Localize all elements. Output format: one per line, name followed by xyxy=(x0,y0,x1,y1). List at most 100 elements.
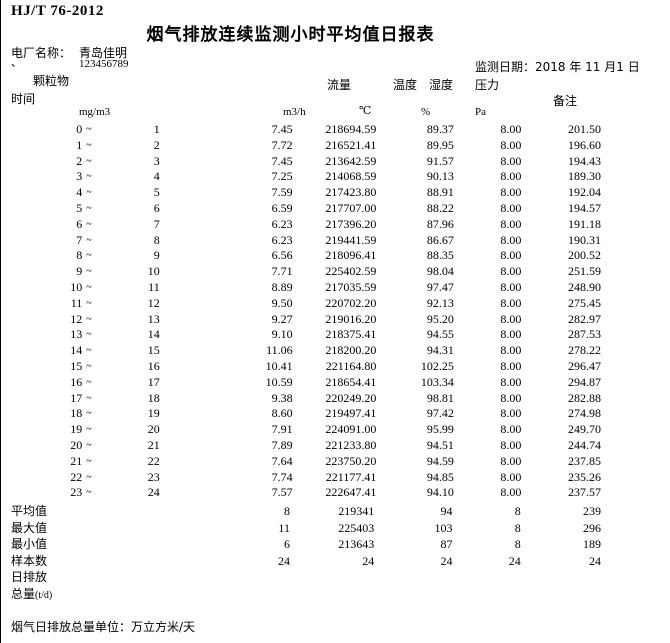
table-row: 23 ~24 7.57 222647.41 94.10 8.00 237.57 xyxy=(1,485,601,501)
summary-concentration xyxy=(172,586,290,605)
cell-humidity: 8.00 xyxy=(500,358,522,373)
unit-concentration: mg/m3 xyxy=(79,106,111,118)
cell-pressure: 275.45 xyxy=(568,295,601,310)
summary-row: 最小值 6 213643 87 8 189 xyxy=(1,536,601,553)
hour-end: 13 xyxy=(147,311,160,326)
hour-end: 4 xyxy=(153,169,160,184)
hour-start: 19 xyxy=(70,422,83,437)
cell-temperature: 98.81 xyxy=(426,390,454,405)
hour-start: 8 xyxy=(76,248,83,263)
plant-code-value: 123456789 xyxy=(79,58,129,70)
plant-name-label: 电厂名称： xyxy=(11,46,72,60)
table-row: 22 ~23 7.74 221177.41 94.85 8.00 235.26 xyxy=(1,470,601,486)
cell-pressure: 282.97 xyxy=(568,311,601,326)
summary-flow: 219341 xyxy=(338,504,375,518)
cell-concentration: 7.89 xyxy=(271,437,293,452)
hour-end: 20 xyxy=(147,422,160,437)
summary-row-label: 平均值 xyxy=(1,503,172,520)
summary-label-main: 最小值 xyxy=(11,537,48,551)
table-row: 9 ~10 7.71 225402.59 98.04 8.00 251.59 xyxy=(1,264,601,280)
summary-humidity xyxy=(452,586,520,605)
summary-row: 总量(t/d) xyxy=(1,586,601,605)
summary-concentration: 8 xyxy=(283,504,290,518)
cell-flow: 217035.59 xyxy=(325,279,377,294)
cell-humidity: 8.00 xyxy=(500,343,522,358)
table-row: 12 ~13 9.27 219016.20 95.20 8.00 282.97 xyxy=(1,312,601,328)
cell-flow: 220249.20 xyxy=(325,390,377,405)
cell-temperature: 89.37 xyxy=(426,122,454,136)
summary-humidity: 24 xyxy=(508,553,521,568)
hour-end: 16 xyxy=(147,358,160,373)
range-tilde: ~ xyxy=(86,471,92,483)
table-row: 0 ~1 7.45 218694.59 89.37 8.00 201.50 xyxy=(1,122,601,138)
cell-pressure: 237.57 xyxy=(568,485,601,500)
hour-end: 5 xyxy=(153,185,160,200)
cell-pressure: 248.90 xyxy=(568,279,601,294)
range-tilde: ~ xyxy=(86,376,92,388)
summary-humidity: 8 xyxy=(514,537,521,551)
cell-humidity: 8.00 xyxy=(500,279,522,294)
table-row: 21 ~22 7.64 223750.20 94.59 8.00 237.85 xyxy=(1,454,601,470)
range-tilde: ~ xyxy=(86,250,92,262)
hour-start: 11 xyxy=(70,295,83,310)
range-tilde: ~ xyxy=(86,439,92,451)
cell-concentration: 7.59 xyxy=(271,185,293,200)
hourly-data-table: 0 ~1 7.45 218694.59 89.37 8.00 201.50 1 ~2 7.72 21… xyxy=(1,122,601,501)
cell-humidity: 8.00 xyxy=(500,137,522,152)
hour-end: 19 xyxy=(147,406,160,421)
summary-label-main: 总量 xyxy=(11,586,36,601)
cell-temperature: 86.67 xyxy=(426,232,454,247)
summary-temperature xyxy=(374,586,452,605)
cell-pressure: 294.87 xyxy=(568,374,601,389)
hour-end: 1 xyxy=(153,122,160,136)
range-tilde: ~ xyxy=(86,234,92,246)
range-tilde: ~ xyxy=(86,424,92,436)
cell-humidity: 8.00 xyxy=(500,153,522,168)
hour-end: 21 xyxy=(147,437,160,452)
unit-flow: m3/h xyxy=(283,106,306,118)
table-row: 4 ~5 7.59 217423.80 88.91 8.00 192.04 xyxy=(1,185,601,201)
cell-temperature: 91.57 xyxy=(426,153,454,168)
cell-temperature: 88.35 xyxy=(426,248,454,263)
hour-end: 12 xyxy=(147,295,160,310)
hour-start: 22 xyxy=(70,469,83,484)
summary-label-main: 最大值 xyxy=(11,520,48,535)
cell-humidity: 8.00 xyxy=(500,295,522,310)
cell-humidity: 8.00 xyxy=(500,374,522,389)
cell-humidity: 8.00 xyxy=(500,216,522,231)
summary-row-label: 样本数 xyxy=(1,553,172,570)
unit-temperature: ℃ xyxy=(359,105,372,117)
summary-concentration: 11 xyxy=(278,520,290,535)
cell-temperature: 94.85 xyxy=(426,469,454,484)
cell-humidity: 8.00 xyxy=(500,264,522,279)
stray-tick-mark: 、 xyxy=(11,56,22,69)
summary-row-label: 最小值 xyxy=(1,536,172,553)
cell-concentration: 7.72 xyxy=(271,137,293,152)
table-row: 15 ~16 10.41 221164.80 102.25 8.00 296.47 xyxy=(1,359,601,375)
cell-humidity: 8.00 xyxy=(500,406,522,421)
table-row: 6 ~7 6.23 217396.20 87.96 8.00 191.18 xyxy=(1,217,601,233)
range-tilde: ~ xyxy=(86,455,92,467)
cell-flow: 217707.00 xyxy=(325,200,377,215)
summary-temperature xyxy=(374,569,452,586)
hour-start: 12 xyxy=(70,311,83,326)
hour-end: 23 xyxy=(147,469,160,484)
cell-flow: 216521.41 xyxy=(325,137,377,152)
cell-pressure: 251.59 xyxy=(568,264,601,279)
cell-concentration: 7.25 xyxy=(271,169,293,184)
hour-start: 13 xyxy=(70,327,83,342)
cell-pressure: 194.57 xyxy=(568,200,601,215)
cell-humidity: 8.00 xyxy=(500,485,522,500)
cell-humidity: 8.00 xyxy=(500,390,522,405)
summary-row: 平均值 8 219341 94 8 239 xyxy=(1,503,601,520)
summary-flow: 24 xyxy=(362,553,375,568)
hour-end: 24 xyxy=(147,485,160,500)
cell-temperature: 97.47 xyxy=(426,279,454,294)
column-header-temperature: 温度 xyxy=(393,78,418,92)
cell-temperature: 88.22 xyxy=(426,200,454,215)
table-row: 7 ~8 6.23 219441.59 86.67 8.00 190.31 xyxy=(1,233,601,249)
hour-end: 8 xyxy=(153,232,160,247)
cell-pressure: 296.47 xyxy=(568,358,601,373)
summary-pressure: 189 xyxy=(583,537,601,551)
